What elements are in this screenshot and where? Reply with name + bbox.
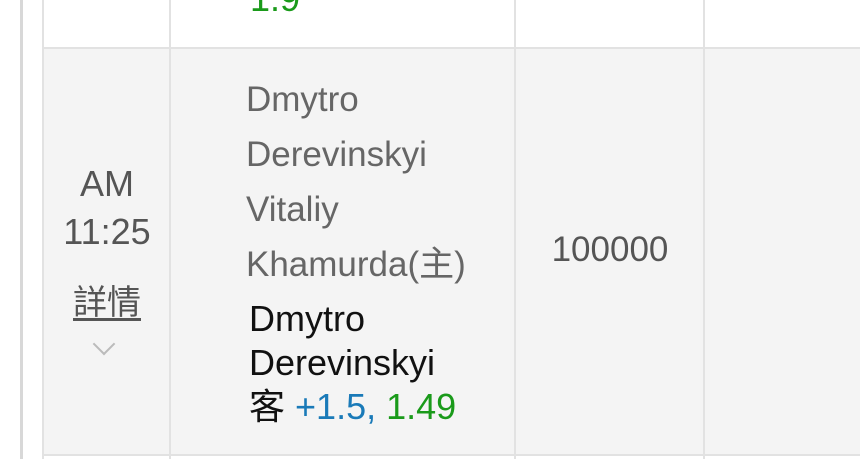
team-line: Vitaliy xyxy=(246,190,339,229)
column-divider xyxy=(514,0,516,459)
teams: Dmytro Derevinskyi Vitaliy Khamurda(主) xyxy=(246,72,466,292)
bet-pick: Dmytro Derevinskyi 客 +1.5, 1.49 xyxy=(249,297,456,429)
pick-handicap: +1.5, xyxy=(295,386,377,427)
pick-name: Dmytro xyxy=(249,298,365,339)
detail-link[interactable]: 詳情 xyxy=(44,275,170,324)
column-divider xyxy=(169,0,171,459)
team-line: Dmytro xyxy=(246,80,359,119)
column-divider xyxy=(42,0,44,459)
match-time: AM 11:25 xyxy=(44,160,170,256)
time-value: 11:25 xyxy=(63,211,151,252)
team-line: Derevinskyi xyxy=(246,135,427,174)
column-divider xyxy=(703,0,705,459)
bet-amount: 100000 xyxy=(551,230,669,269)
pick-name: Derevinskyi xyxy=(249,342,436,383)
pick-side: 客 xyxy=(249,386,286,427)
left-border xyxy=(20,0,23,459)
detail-link-label[interactable]: 詳情 xyxy=(73,284,141,322)
pick-odds: 1.49 xyxy=(386,386,457,427)
match-row xyxy=(44,47,860,456)
time-period: AM xyxy=(80,163,134,204)
team-line: Khamurda(主) xyxy=(246,245,466,284)
previous-row-odds: 1.9 xyxy=(250,0,300,20)
